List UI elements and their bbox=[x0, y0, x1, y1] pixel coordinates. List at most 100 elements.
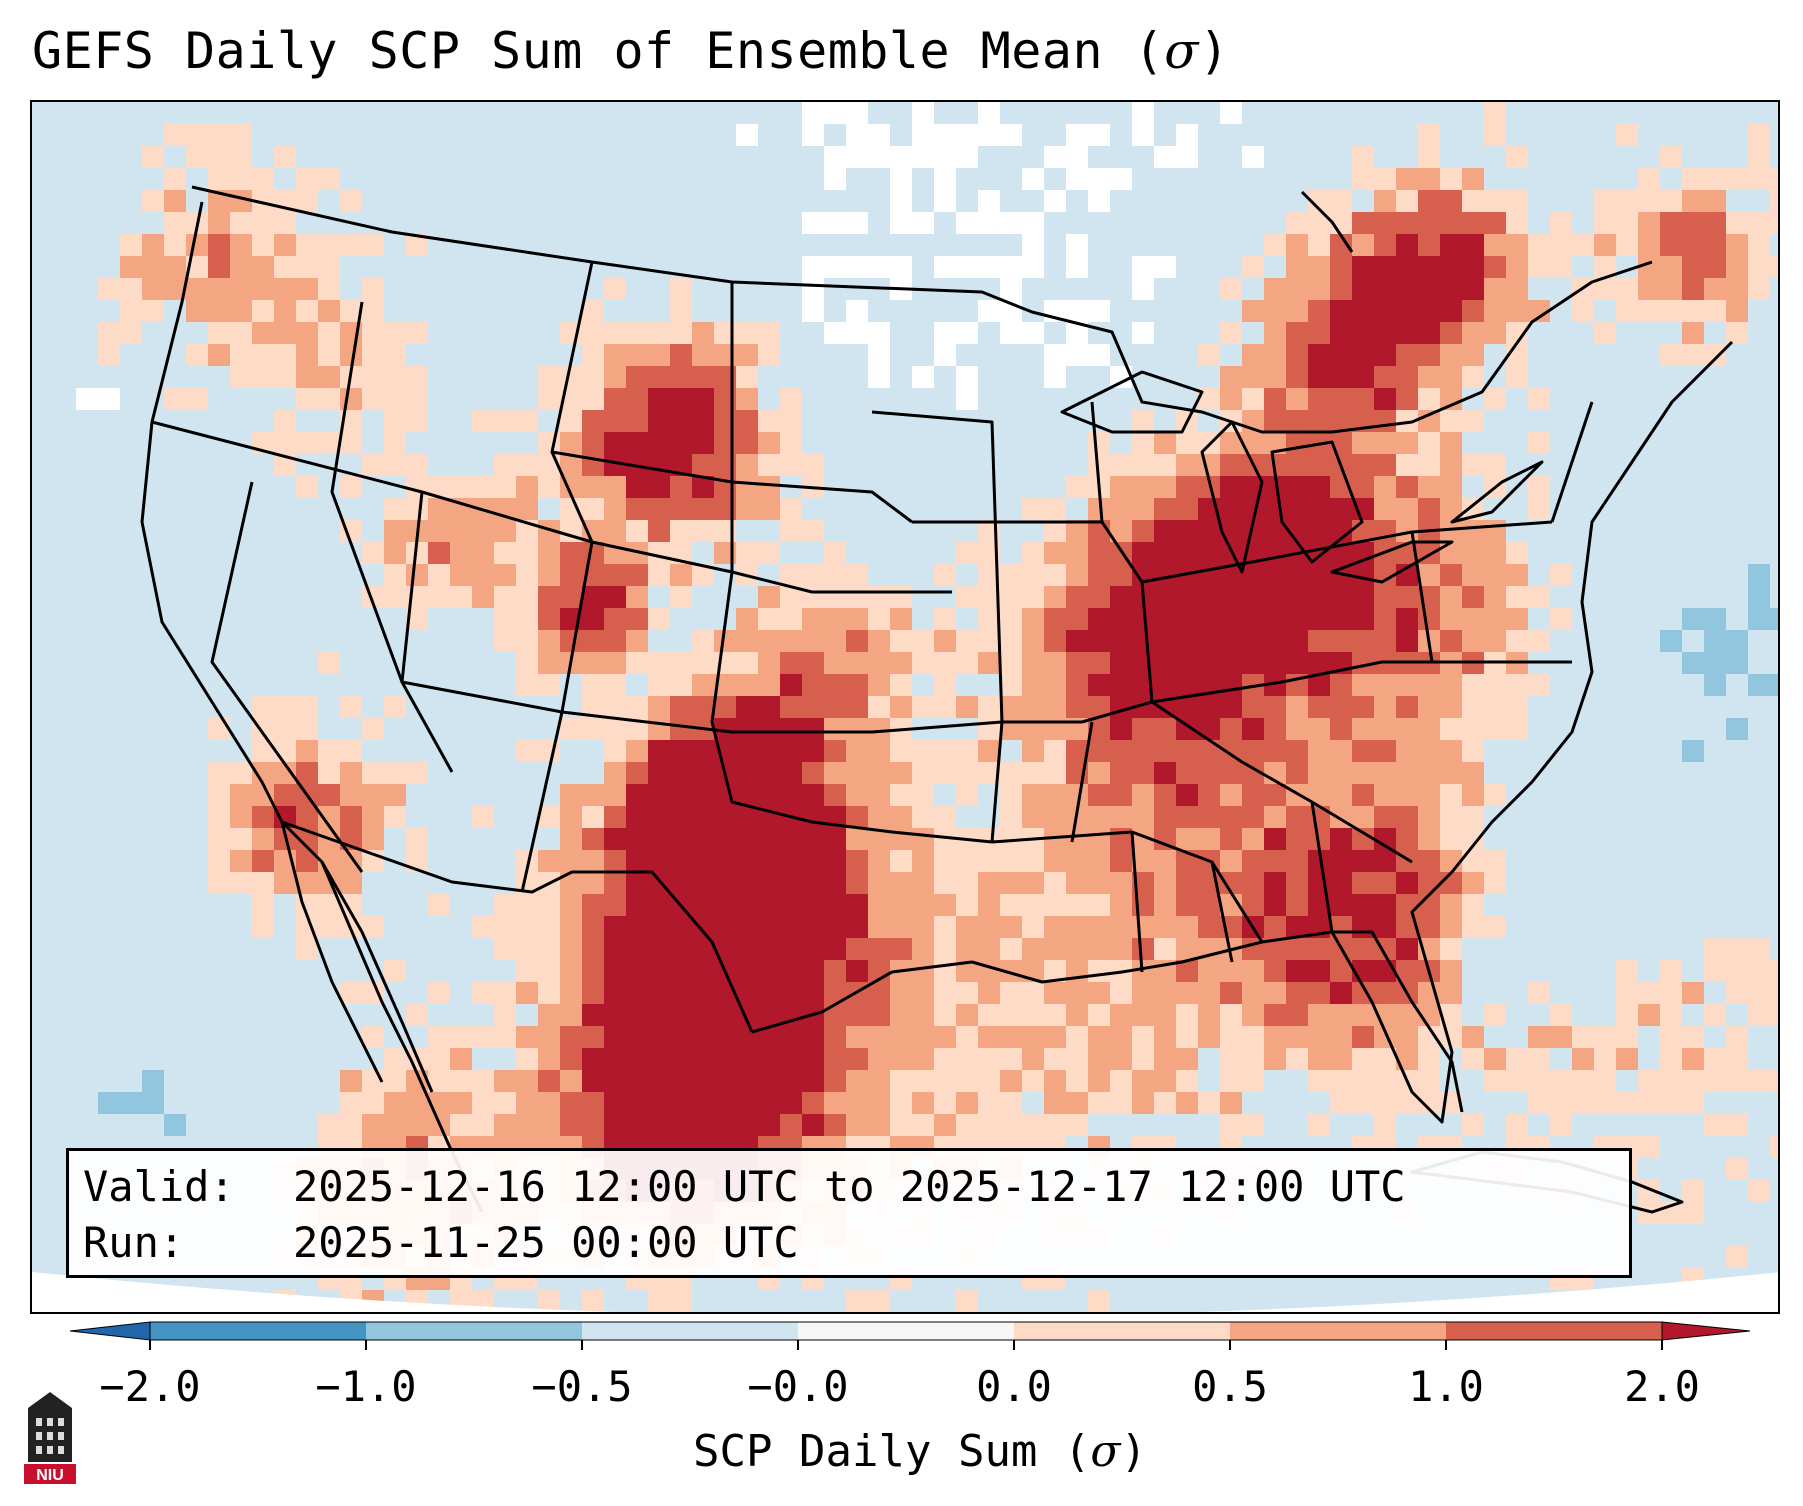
grid-cell bbox=[956, 740, 978, 762]
grid-cell bbox=[582, 608, 604, 630]
grid-cell bbox=[1176, 630, 1198, 652]
grid-cell bbox=[890, 1070, 912, 1092]
grid-cell bbox=[1638, 630, 1660, 652]
grid-cell bbox=[604, 850, 626, 872]
grid-cell bbox=[890, 1048, 912, 1070]
grid-cell bbox=[1000, 806, 1022, 828]
grid-cell bbox=[582, 344, 604, 366]
grid-cell bbox=[912, 124, 934, 146]
grid-cell bbox=[1066, 344, 1088, 366]
grid-cell bbox=[934, 1114, 956, 1136]
grid-cell bbox=[186, 300, 208, 322]
grid-cell bbox=[714, 982, 736, 1004]
grid-cell bbox=[1462, 1048, 1484, 1070]
grid-cell bbox=[1330, 894, 1352, 916]
grid-cell bbox=[98, 454, 120, 476]
grid-cell bbox=[758, 696, 780, 718]
grid-cell bbox=[1660, 234, 1682, 256]
grid-cell bbox=[384, 564, 406, 586]
grid-cell bbox=[868, 850, 890, 872]
grid-cell bbox=[736, 1114, 758, 1136]
grid-cell bbox=[978, 762, 1000, 784]
grid-cell bbox=[1110, 586, 1132, 608]
grid-cell bbox=[1330, 234, 1352, 256]
grid-cell bbox=[978, 542, 1000, 564]
grid-cell bbox=[428, 586, 450, 608]
grid-cell bbox=[824, 916, 846, 938]
grid-cell bbox=[582, 586, 604, 608]
grid-cell bbox=[758, 1114, 780, 1136]
grid-cell bbox=[1374, 894, 1396, 916]
grid-cell bbox=[1264, 366, 1286, 388]
grid-cell bbox=[1220, 366, 1242, 388]
grid-cell bbox=[648, 564, 670, 586]
grid-cell bbox=[230, 300, 252, 322]
grid-cell bbox=[1440, 168, 1462, 190]
grid-cell bbox=[1044, 894, 1066, 916]
grid-cell bbox=[230, 146, 252, 168]
grid-cell bbox=[1220, 564, 1242, 586]
grid-cell bbox=[1198, 674, 1220, 696]
grid-cell bbox=[1330, 982, 1352, 1004]
grid-cell bbox=[912, 168, 934, 190]
grid-cell bbox=[868, 762, 890, 784]
grid-cell bbox=[296, 740, 318, 762]
grid-cell bbox=[956, 124, 978, 146]
grid-cell bbox=[1462, 696, 1484, 718]
grid-cell bbox=[934, 762, 956, 784]
grid-cell bbox=[956, 850, 978, 872]
grid-cell bbox=[1220, 740, 1242, 762]
grid-cell bbox=[1528, 982, 1550, 1004]
grid-cell bbox=[1308, 344, 1330, 366]
grid-cell bbox=[670, 432, 692, 454]
grid-cell bbox=[1110, 168, 1132, 190]
grid-cell bbox=[1308, 476, 1330, 498]
grid-cell bbox=[978, 1004, 1000, 1026]
grid-cell bbox=[846, 234, 868, 256]
grid-cell bbox=[1242, 718, 1264, 740]
grid-cell bbox=[1682, 652, 1704, 674]
grid-cell bbox=[494, 586, 516, 608]
grid-cell bbox=[604, 872, 626, 894]
grid-cell bbox=[230, 762, 252, 784]
grid-cell bbox=[692, 696, 714, 718]
grid-cell bbox=[1264, 784, 1286, 806]
grid-cell bbox=[1440, 322, 1462, 344]
grid-cell bbox=[1088, 454, 1110, 476]
grid-cell bbox=[670, 586, 692, 608]
grid-cell bbox=[1550, 1092, 1572, 1114]
grid-cell bbox=[1242, 872, 1264, 894]
grid-cell bbox=[758, 542, 780, 564]
grid-cell bbox=[1572, 1048, 1594, 1070]
grid-cell bbox=[1110, 1092, 1132, 1114]
grid-cell bbox=[1154, 520, 1176, 542]
grid-cell bbox=[648, 894, 670, 916]
grid-cell bbox=[1352, 718, 1374, 740]
validity-info-box: Valid: 2025-12-16 12:00 UTC to 2025-12-17… bbox=[66, 1148, 1632, 1278]
grid-cell bbox=[868, 1092, 890, 1114]
grid-cell bbox=[1594, 1070, 1616, 1092]
grid-cell bbox=[1264, 1004, 1286, 1026]
grid-cell bbox=[1396, 1026, 1418, 1048]
grid-cell bbox=[1264, 696, 1286, 718]
grid-cell bbox=[978, 234, 1000, 256]
grid-cell bbox=[1264, 916, 1286, 938]
grid-cell bbox=[648, 498, 670, 520]
grid-cell bbox=[1352, 696, 1374, 718]
grid-cell bbox=[934, 828, 956, 850]
grid-cell bbox=[1396, 300, 1418, 322]
grid-cell bbox=[1418, 784, 1440, 806]
grid-cell bbox=[1154, 872, 1176, 894]
grid-cell bbox=[1682, 828, 1704, 850]
grid-cell bbox=[582, 1312, 604, 1314]
grid-cell bbox=[538, 542, 560, 564]
grid-cell bbox=[1110, 1004, 1132, 1026]
grid-cell bbox=[1638, 718, 1660, 740]
grid-cell bbox=[1242, 300, 1264, 322]
grid-cell bbox=[1308, 1004, 1330, 1026]
grid-cell bbox=[164, 256, 186, 278]
grid-cell bbox=[1682, 762, 1704, 784]
grid-cell bbox=[1726, 740, 1748, 762]
grid-cell bbox=[736, 762, 758, 784]
grid-cell bbox=[1176, 828, 1198, 850]
